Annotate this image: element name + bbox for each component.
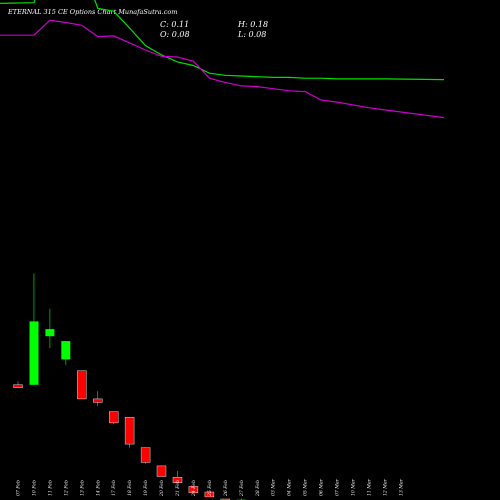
candle-body: [188, 486, 199, 493]
candle: [93, 391, 103, 406]
candle-body: [156, 465, 167, 477]
moving-averages: [0, 0, 445, 119]
x-tick-label: 26 Feb: [223, 480, 229, 497]
candle: [156, 465, 167, 477]
x-tick-label: 19 Feb: [143, 480, 149, 496]
x-tick-label: 03 Mar: [271, 478, 277, 496]
x-tick-label: 21 Feb: [175, 480, 181, 497]
candle-body: [77, 370, 87, 400]
candlesticks: [13, 273, 246, 500]
candle-body: [45, 329, 55, 337]
candle: [172, 470, 183, 484]
x-tick-label: 25 Feb: [207, 480, 213, 497]
x-tick-label: 27 Feb: [239, 480, 245, 497]
x-tick-label: 11 Feb: [47, 480, 53, 496]
x-tick-label: 05 Mar: [303, 478, 309, 496]
x-axis-labels: 07 Feb 10 Feb 11 Feb 12 Feb 13 Feb 14 Feb 17 F…: [16, 478, 405, 497]
x-tick-label: 24 Feb: [191, 480, 197, 497]
x-tick-label: 07 Feb: [16, 480, 22, 496]
x-tick-label: 07 Mar: [335, 478, 341, 496]
candle: [13, 381, 23, 388]
close-value: C: 0.11: [160, 20, 189, 29]
x-tick-label: 11 Mar: [366, 478, 372, 496]
candle-body: [29, 321, 39, 385]
candle: [124, 417, 135, 448]
candle: [77, 370, 87, 400]
candle-body: [93, 398, 103, 403]
candle-body: [140, 447, 151, 463]
candle: [29, 273, 39, 385]
candle: [108, 411, 119, 425]
ma-line-magenta: [0, 19, 445, 119]
x-tick-label: 13 Feb: [79, 480, 85, 496]
high-value: H: 0.18: [237, 20, 268, 29]
x-tick-label: 10 Mar: [350, 478, 356, 496]
x-tick-label: 04 Mar: [287, 478, 293, 496]
x-tick-label: 13 Mar: [398, 478, 404, 496]
candle-body: [124, 417, 135, 445]
candle: [188, 486, 199, 494]
candle: [45, 308, 55, 349]
ma-line-green: [0, 0, 445, 81]
candle-body: [172, 477, 183, 484]
x-tick-label: 17 Feb: [111, 480, 117, 496]
candle: [204, 491, 215, 498]
candle: [61, 341, 71, 366]
x-tick-label: 20 Feb: [159, 480, 165, 497]
candle-body: [61, 341, 71, 360]
open-value: O: 0.08: [160, 30, 190, 39]
candle-body: [13, 384, 23, 388]
x-tick-label: 14 Feb: [95, 480, 101, 496]
x-tick-label: 18 Feb: [127, 480, 133, 496]
x-tick-label: 12 Feb: [63, 480, 69, 496]
x-tick-label: 10 Feb: [31, 480, 37, 496]
candle-body: [204, 491, 215, 498]
candle-body: [108, 411, 119, 424]
x-tick-label: 12 Mar: [382, 478, 388, 496]
low-value: L: 0.08: [237, 30, 266, 39]
x-tick-label: 06 Mar: [319, 478, 325, 496]
candle: [140, 447, 151, 464]
chart-title: ETERNAL 315 CE Options Chart MunafaSutra…: [7, 8, 177, 16]
x-tick-label: 28 Feb: [255, 480, 261, 497]
